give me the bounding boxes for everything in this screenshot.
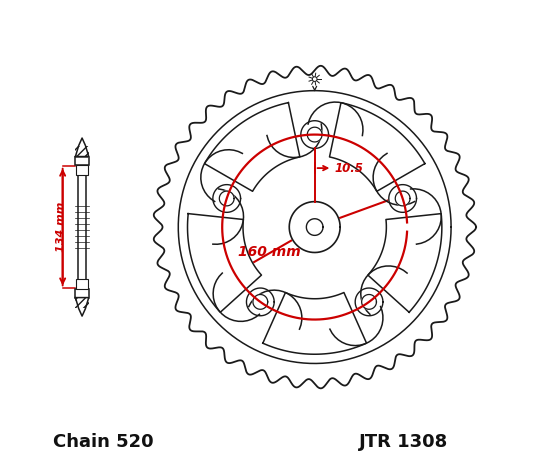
- Bar: [74, 289, 90, 298]
- Polygon shape: [362, 294, 376, 309]
- Text: 160 mm: 160 mm: [238, 246, 301, 259]
- Polygon shape: [307, 127, 322, 142]
- Bar: [78, 156, 86, 298]
- Polygon shape: [290, 202, 340, 253]
- Polygon shape: [301, 121, 329, 148]
- Polygon shape: [253, 294, 268, 309]
- Text: 10.5: 10.5: [334, 161, 363, 175]
- Polygon shape: [188, 213, 262, 312]
- Polygon shape: [154, 66, 476, 388]
- Text: Chain 520: Chain 520: [53, 433, 154, 451]
- Polygon shape: [395, 191, 410, 206]
- Polygon shape: [329, 102, 425, 191]
- Text: 134 mm: 134 mm: [56, 202, 66, 252]
- Polygon shape: [389, 184, 417, 212]
- Bar: [76, 146, 88, 156]
- Polygon shape: [204, 102, 300, 191]
- Bar: [76, 279, 88, 289]
- Polygon shape: [220, 191, 234, 206]
- Polygon shape: [368, 213, 442, 312]
- Polygon shape: [213, 184, 241, 212]
- Circle shape: [312, 77, 317, 81]
- Polygon shape: [263, 292, 367, 354]
- Bar: [76, 298, 88, 308]
- Polygon shape: [355, 288, 383, 316]
- Polygon shape: [246, 288, 274, 316]
- Polygon shape: [306, 219, 323, 235]
- Polygon shape: [76, 298, 88, 316]
- Bar: [74, 156, 90, 165]
- Polygon shape: [76, 138, 88, 156]
- Text: JTR 1308: JTR 1308: [358, 433, 448, 451]
- Bar: [76, 165, 88, 175]
